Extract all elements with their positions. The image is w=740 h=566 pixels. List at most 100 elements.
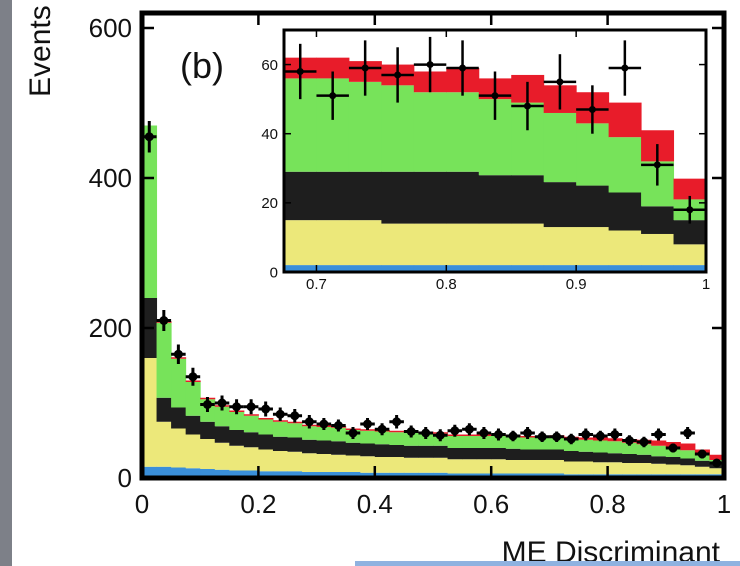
histogram-bar-yellow — [142, 358, 158, 467]
data-point — [142, 121, 157, 153]
histogram-bar-black — [673, 220, 707, 245]
histogram-bar-black — [200, 421, 216, 439]
data-marker — [296, 67, 304, 75]
histogram-bar-black — [622, 454, 638, 463]
histogram-bar-black — [607, 453, 623, 463]
histogram-bar-blue — [316, 265, 350, 272]
histogram-bar-black — [563, 451, 579, 462]
histogram-bar-green — [389, 432, 405, 445]
y-tick-label: 200 — [89, 313, 132, 343]
histogram-bar-yellow — [520, 460, 536, 474]
histogram-bar-blue — [641, 265, 675, 272]
y-axis-title: Events — [24, 5, 57, 97]
histogram-bar-red — [389, 430, 405, 433]
histogram-bar-yellow — [673, 244, 707, 266]
histogram-bar-yellow — [360, 456, 376, 473]
histogram-bar-green — [243, 415, 259, 433]
histogram-bar-yellow — [302, 453, 318, 472]
histogram-bar-black — [331, 441, 347, 455]
data-point — [505, 430, 521, 442]
histogram-bar-black — [578, 451, 594, 462]
histogram-bar-blue — [511, 265, 545, 272]
histogram-bar-blue — [446, 265, 480, 272]
data-marker — [556, 78, 564, 86]
histogram-bar-green — [272, 421, 288, 437]
data-marker — [683, 428, 693, 438]
histogram-bar-yellow — [243, 447, 259, 471]
histogram-bar-blue — [316, 472, 332, 478]
histogram-bar-black — [418, 445, 434, 458]
data-point — [284, 43, 317, 100]
histogram-bar-black — [641, 206, 675, 234]
histogram-bar-yellow — [331, 454, 347, 472]
histogram-bar-black — [491, 448, 507, 460]
main-axes-frame — [139, 10, 727, 481]
histogram-bar-green — [142, 125, 158, 298]
histogram-bar-black — [348, 171, 382, 221]
data-marker — [464, 424, 474, 434]
histogram-bar-yellow — [284, 220, 317, 266]
data-marker — [566, 434, 576, 444]
histogram-bar-green — [491, 436, 507, 448]
y-tick-label: 20 — [261, 195, 278, 212]
data-marker — [406, 427, 416, 436]
histogram-bar-yellow — [316, 454, 332, 472]
data-point — [578, 428, 594, 441]
histogram-bar-yellow — [511, 223, 545, 266]
histogram-bar-red — [316, 57, 350, 79]
histogram-bar-yellow — [381, 223, 415, 266]
histogram-bar-black — [413, 171, 447, 224]
histogram-bar-blue — [331, 472, 347, 478]
data-point — [403, 425, 419, 438]
histogram-bar-green — [622, 442, 638, 454]
data-marker — [621, 64, 629, 72]
data-marker — [552, 432, 562, 442]
data-point — [374, 423, 390, 436]
histogram-bar-black — [446, 171, 480, 224]
histogram-bar-green — [258, 419, 274, 435]
histogram-bar-green — [534, 437, 550, 450]
histogram-bar-green — [578, 439, 594, 452]
data-marker — [523, 428, 533, 438]
data-marker — [588, 106, 596, 114]
histogram-bar-blue — [478, 265, 512, 272]
histogram-bar-yellow — [229, 445, 245, 471]
data-marker — [537, 432, 547, 442]
data-point — [331, 419, 346, 432]
axes-frame — [282, 28, 708, 274]
data-point — [287, 409, 303, 423]
histogram-bar-black — [543, 182, 577, 228]
data-marker — [361, 64, 369, 72]
bottom-bar — [355, 561, 740, 566]
histogram-bar-green — [462, 436, 478, 448]
histogram-bar-green — [287, 423, 303, 438]
data-point — [665, 443, 681, 453]
data-marker — [159, 316, 169, 325]
data-marker — [246, 402, 256, 412]
histogram-bar-green — [447, 436, 463, 448]
data-marker — [304, 417, 314, 427]
histogram-bar-yellow — [563, 461, 579, 475]
histogram-bar-black — [511, 175, 545, 224]
histogram-bar-yellow — [389, 457, 405, 473]
histogram-bar-green — [418, 433, 434, 446]
histogram-bar-green — [476, 436, 492, 448]
histogram-bar-yellow — [156, 421, 172, 467]
histogram-bar-green — [563, 439, 579, 451]
data-point — [214, 395, 230, 411]
data-point — [462, 423, 477, 436]
histogram-bar-black — [520, 449, 536, 460]
histogram-bar-blue — [418, 472, 434, 478]
histogram-bar-yellow — [272, 451, 288, 472]
histogram-bar-black — [316, 440, 332, 454]
histogram-bar-black — [185, 415, 201, 435]
histogram-bar-black — [534, 449, 550, 460]
histogram-bar-yellow — [214, 442, 230, 470]
histogram-bar-blue — [403, 472, 419, 478]
y-tick-label: 40 — [261, 126, 278, 143]
data-point — [476, 427, 492, 439]
histogram-bar-yellow — [287, 451, 303, 472]
histogram-bar-black — [272, 436, 288, 451]
data-point — [534, 431, 550, 442]
